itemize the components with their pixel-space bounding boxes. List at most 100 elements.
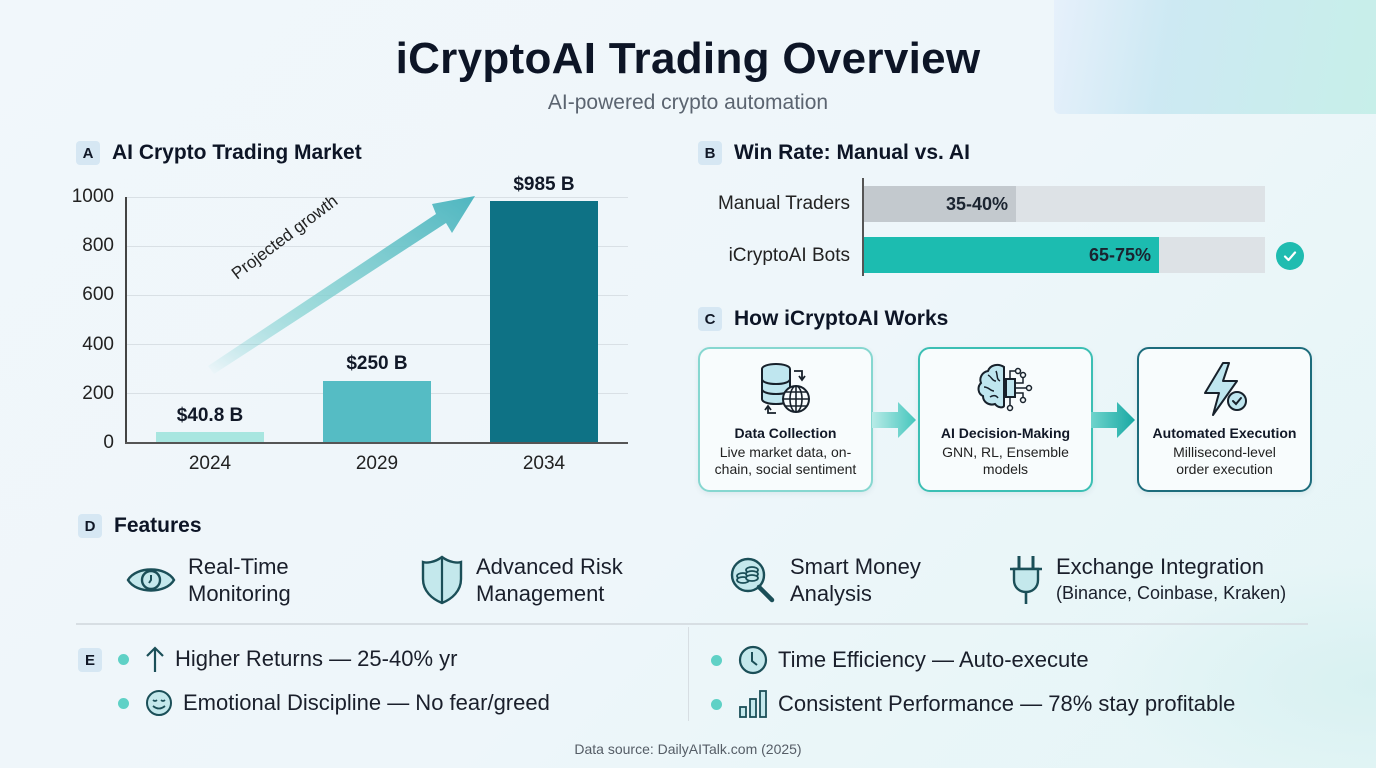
feature-line: Exchange Integration	[1056, 554, 1264, 579]
win-rate-axis	[862, 178, 864, 276]
bar-value-label: $40.8 B	[176, 405, 244, 426]
section-c-header: C How iCryptoAI Works	[698, 307, 948, 331]
data-source-footer: Data source: DailyAITalk.com (2025)	[574, 741, 802, 757]
bar-2034	[490, 201, 598, 443]
clock-icon	[738, 645, 768, 675]
flow-arrow-icon	[1091, 402, 1135, 438]
flow-step-ai-decision: AI Decision-Making GNN, RL, Ensemble mod…	[918, 347, 1093, 492]
bullet-dot	[118, 697, 129, 709]
feature-line: Management	[476, 581, 605, 606]
y-axis	[125, 197, 127, 444]
bar-value-label: $250 B	[346, 353, 408, 374]
feature-risk-management: Advanced Risk Management	[420, 553, 623, 607]
flow-step-desc: GNN, RL, Ensemble models	[938, 444, 1073, 478]
section-divider	[76, 623, 1308, 625]
section-title: How iCryptoAI Works	[734, 307, 949, 330]
section-badge: A	[76, 141, 100, 165]
section-title: Win Rate: Manual vs. AI	[734, 141, 970, 164]
bar-value-label: $985 B	[513, 174, 575, 195]
win-rate-bar-ai: 65-75%	[863, 237, 1159, 273]
y-tick: 600	[82, 284, 114, 305]
gridline	[126, 197, 628, 198]
flow-step-desc-line: Live market data, on-	[719, 444, 852, 460]
flow-step-desc: Live market data, on- chain, social sent…	[711, 444, 861, 478]
flow-step-automated-execution: Automated Execution Millisecond-level or…	[1137, 347, 1312, 492]
x-tick: 2034	[522, 453, 566, 474]
win-rate-value: 65-75%	[1088, 244, 1151, 265]
section-b-header: B Win Rate: Manual vs. AI	[698, 141, 970, 165]
section-badge: B	[698, 141, 722, 165]
plug-icon	[1010, 556, 1042, 604]
benefit-emotional-discipline: Emotional Discipline — No fear/greed	[118, 689, 550, 717]
section-badge: D	[78, 514, 102, 538]
flow-step-desc-line: Millisecond-level	[1173, 444, 1276, 460]
x-tick: 2024	[188, 453, 232, 474]
y-tick: 200	[82, 383, 114, 404]
page-title: iCryptoAI Trading Overview	[395, 34, 981, 83]
flow-step-title: AI Decision-Making	[940, 425, 1071, 441]
flow-step-desc-line: models	[982, 461, 1029, 477]
section-title: AI Crypto Trading Market	[112, 141, 362, 164]
feature-line: Real-Time	[188, 554, 289, 579]
brain-circuit-icon	[974, 361, 1038, 417]
eye-icon	[126, 568, 176, 592]
flow-step-title: Data Collection	[734, 425, 837, 441]
win-rate-label: iCryptoAI Bots	[728, 245, 850, 266]
feature-line: Smart Money	[790, 554, 921, 579]
feature-smart-money: Smart Money Analysis	[728, 553, 921, 607]
growth-arrow-icon	[208, 196, 475, 374]
bullet-dot	[711, 654, 722, 666]
bullet-dot	[711, 698, 722, 710]
feature-line: (Binance, Coinbase, Kraken)	[1056, 583, 1287, 603]
bar-chart-icon	[739, 690, 767, 718]
section-title: Features	[114, 514, 202, 537]
section-a-header: A AI Crypto Trading Market	[76, 141, 362, 165]
feature-real-time-monitoring: Real-Time Monitoring	[126, 553, 291, 607]
y-tick: 400	[82, 334, 114, 355]
y-tick: 1000	[71, 186, 114, 207]
win-rate-track: 35-40%	[863, 186, 1265, 222]
feature-label: Exchange Integration (Binance, Coinbase,…	[1056, 553, 1286, 607]
check-icon	[1276, 242, 1304, 270]
y-tick: 0	[103, 432, 114, 453]
flow-step-desc-line: order execution	[1176, 461, 1273, 477]
benefit-text: Time Efficiency — Auto-execute	[778, 647, 1089, 672]
section-badge: C	[698, 307, 722, 331]
decorative-gradient-glow	[1100, 560, 1376, 768]
feature-label: Advanced Risk Management	[476, 553, 623, 607]
benefit-text: Consistent Performance — 78% stay profit…	[778, 691, 1236, 716]
feature-line: Advanced Risk	[476, 554, 623, 579]
gridline	[126, 344, 628, 345]
section-badge: E	[78, 648, 102, 672]
feature-label: Real-Time Monitoring	[188, 553, 291, 607]
database-globe-icon	[754, 361, 818, 417]
benefit-consistent-performance: Consistent Performance — 78% stay profit…	[711, 689, 1235, 719]
lightning-check-icon	[1193, 361, 1257, 417]
feature-label: Smart Money Analysis	[790, 553, 921, 607]
win-rate-bar-manual: 35-40%	[863, 186, 1016, 222]
coins-magnifier-icon	[730, 557, 775, 603]
flow-step-title: Automated Execution	[1152, 425, 1297, 441]
flow-arrow-icon	[872, 402, 916, 438]
win-rate-track: 65-75%	[863, 237, 1265, 273]
flow-step-desc-line: chain, social sentiment	[714, 461, 857, 477]
feature-line: Monitoring	[188, 581, 291, 606]
flow-step-desc-line: GNN, RL, Ensemble	[942, 444, 1069, 460]
benefit-higher-returns: Higher Returns — 25-40% yr	[118, 645, 457, 673]
decorative-gradient-panel	[1054, 0, 1376, 114]
feature-exchange-integration: Exchange Integration (Binance, Coinbase,…	[1008, 553, 1286, 607]
win-rate-value: 35-40%	[945, 193, 1008, 214]
win-rate-label: Manual Traders	[717, 193, 850, 214]
column-divider	[688, 627, 689, 721]
gridline	[126, 246, 628, 247]
arrow-up-icon	[146, 646, 164, 672]
benefit-text: Emotional Discipline — No fear/greed	[183, 690, 550, 715]
section-d-header: D Features	[78, 514, 202, 538]
bar-2029	[323, 381, 431, 443]
x-axis	[125, 442, 628, 444]
flow-step-desc: Millisecond-level order execution	[1169, 444, 1280, 478]
bullet-dot	[118, 653, 129, 665]
gridline	[126, 295, 628, 296]
calm-face-icon	[146, 690, 172, 716]
flow-step-data-collection: Data Collection Live market data, on- ch…	[698, 347, 873, 492]
